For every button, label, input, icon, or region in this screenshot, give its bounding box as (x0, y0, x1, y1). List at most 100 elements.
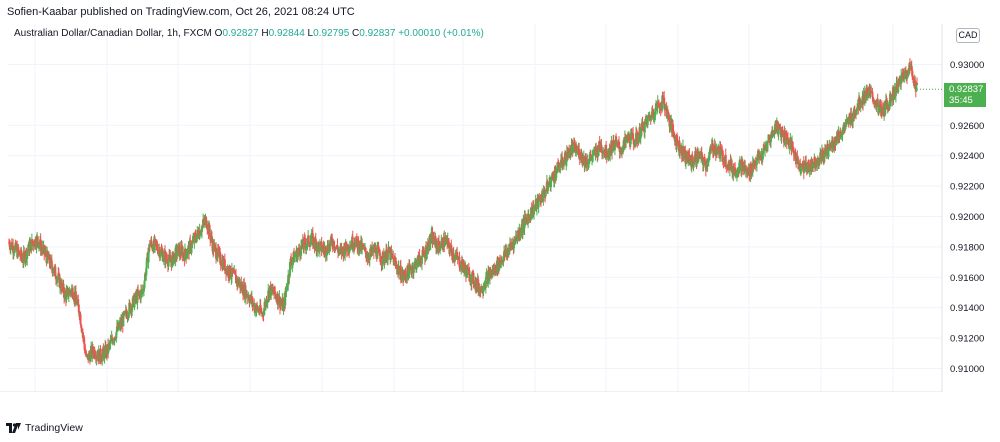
candle-body (848, 116, 851, 119)
candle-body (338, 248, 341, 252)
candle-body (159, 250, 162, 255)
candle-body (505, 252, 508, 256)
candle-body (48, 254, 51, 264)
candle-body (186, 253, 189, 256)
candle-body (780, 130, 783, 138)
candle-body (285, 288, 288, 293)
candle-body (415, 265, 418, 270)
low-value: 0.92795 (313, 28, 350, 39)
candle-body (46, 251, 49, 257)
candle-body (788, 140, 791, 149)
candle-body (449, 248, 452, 253)
candle-body (406, 266, 409, 273)
candle-body (291, 261, 294, 266)
candle-body (910, 65, 913, 71)
candle-body (280, 302, 283, 304)
candle-body (57, 273, 60, 275)
candle-body (348, 247, 351, 252)
candle-body (427, 249, 430, 251)
candle-body (111, 337, 114, 341)
footer-branding[interactable]: TradingView (6, 422, 83, 436)
candle-body (541, 194, 544, 201)
candlestick-chart[interactable]: 0.91000 0.91200 0.91400 0.91600 0.91800 0.920… (0, 24, 1000, 392)
candle-body (734, 167, 737, 175)
candle-body (485, 274, 488, 278)
candle-body (386, 259, 389, 262)
candle-body (463, 267, 466, 272)
candle-body (43, 253, 46, 255)
candle-body (469, 281, 472, 283)
candle-body (421, 249, 424, 257)
candle-body (114, 337, 117, 339)
candle-body (21, 258, 24, 262)
candle-body (393, 258, 396, 266)
candle-body (684, 161, 687, 163)
candle-body (775, 123, 778, 133)
candle-body (182, 252, 185, 256)
candle-body (792, 149, 795, 155)
candle-body (162, 258, 165, 261)
candle-body (377, 247, 380, 250)
candle-body (194, 235, 197, 240)
candle-body (131, 297, 134, 306)
candle-body (852, 113, 855, 122)
candle-body (189, 241, 192, 251)
change-value: +0.00010 (+0.01%) (398, 28, 484, 39)
candle-body (477, 279, 480, 291)
candle-body (398, 266, 401, 275)
currency-button[interactable]: CAD (956, 28, 980, 43)
candle-body (172, 256, 175, 264)
candle-body (693, 155, 696, 162)
candle-body (703, 156, 706, 162)
candle-body (361, 244, 364, 250)
candle-body (277, 302, 280, 305)
candle-body (501, 259, 504, 262)
candle-body (149, 244, 152, 247)
candle-body (376, 248, 379, 259)
candle-body (245, 290, 248, 296)
candle-body (337, 248, 340, 253)
candle-body (367, 257, 370, 260)
candle-body (314, 238, 317, 247)
candle-body (64, 290, 67, 295)
candle-body (547, 184, 550, 186)
candle-body (155, 240, 158, 245)
candle-body (161, 251, 164, 253)
candle-body (595, 148, 598, 151)
candle-body (422, 251, 425, 255)
candle-body (856, 109, 859, 111)
candle-body (769, 136, 772, 143)
candle-body (562, 161, 565, 167)
candle-body (74, 291, 77, 300)
candle-body (738, 162, 741, 173)
candle-body (197, 232, 200, 238)
candle-body (735, 171, 738, 176)
candle-body (186, 247, 189, 254)
candle-body (466, 268, 469, 275)
candle-body (868, 88, 871, 90)
candle-body (394, 259, 397, 264)
candle-body (151, 244, 154, 249)
candle-body (205, 216, 208, 226)
chart-area[interactable]: 0.91000 0.91200 0.91400 0.91600 0.91800 0.920… (0, 24, 1000, 392)
y-tick-label: 0.92600 (950, 121, 984, 132)
candle-body (622, 145, 625, 153)
candle-body (437, 240, 440, 247)
candle-body (179, 247, 182, 254)
candle-body (885, 99, 888, 104)
candle-body (247, 296, 250, 301)
candle-body (813, 157, 816, 169)
candle-body (515, 236, 518, 240)
candle-body (427, 242, 430, 251)
candle-body (592, 150, 595, 156)
candle-body (669, 125, 672, 127)
candle-body (300, 245, 303, 256)
candle-body (667, 114, 670, 117)
candle-body (706, 163, 709, 167)
candle-body (422, 249, 425, 252)
candle-body (690, 155, 693, 167)
y-tick-label: 0.93000 (950, 60, 984, 71)
candle-body (154, 239, 157, 241)
candle-body (539, 199, 542, 202)
candle-body (385, 249, 388, 262)
